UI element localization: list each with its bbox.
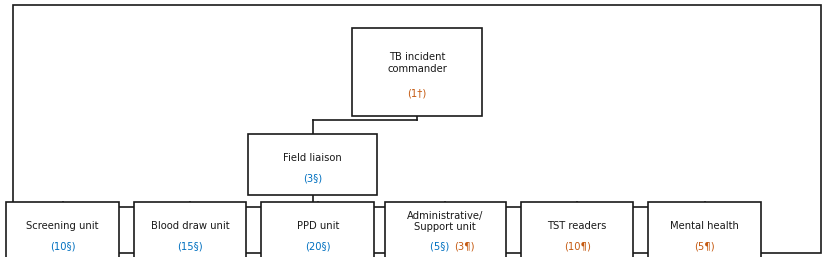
Text: (5§): (5§) <box>430 241 453 251</box>
Text: (1†): (1†) <box>407 89 427 99</box>
Text: TST readers: TST readers <box>547 222 607 231</box>
FancyBboxPatch shape <box>648 202 761 257</box>
Text: (5§): (5§) <box>435 241 456 251</box>
FancyBboxPatch shape <box>520 202 634 257</box>
FancyBboxPatch shape <box>133 202 246 257</box>
Text: Mental health: Mental health <box>671 222 739 231</box>
Text: (5§) (3¶): (5§) (3¶) <box>424 241 467 251</box>
Text: Field liaison: Field liaison <box>284 153 342 163</box>
Text: (5¶): (5¶) <box>695 241 715 251</box>
Text: (3¶): (3¶) <box>455 241 475 251</box>
Text: (10¶): (10¶) <box>564 241 590 251</box>
FancyBboxPatch shape <box>13 5 821 253</box>
Text: (10§): (10§) <box>50 241 75 251</box>
Text: (20§): (20§) <box>305 241 330 251</box>
FancyBboxPatch shape <box>352 28 481 116</box>
Text: (3§): (3§) <box>304 173 322 183</box>
FancyBboxPatch shape <box>6 202 119 257</box>
FancyBboxPatch shape <box>262 202 374 257</box>
Text: Blood draw unit: Blood draw unit <box>151 222 229 231</box>
Text: Screening unit: Screening unit <box>27 222 98 231</box>
FancyBboxPatch shape <box>384 202 505 257</box>
Text: PPD unit: PPD unit <box>297 222 339 231</box>
Text: TB incident
commander: TB incident commander <box>387 52 447 74</box>
FancyBboxPatch shape <box>248 134 377 195</box>
Text: (5§): (5§) <box>434 241 455 251</box>
Text: Administrative/
Support unit: Administrative/ Support unit <box>407 211 484 232</box>
Text: (15§): (15§) <box>178 241 203 251</box>
